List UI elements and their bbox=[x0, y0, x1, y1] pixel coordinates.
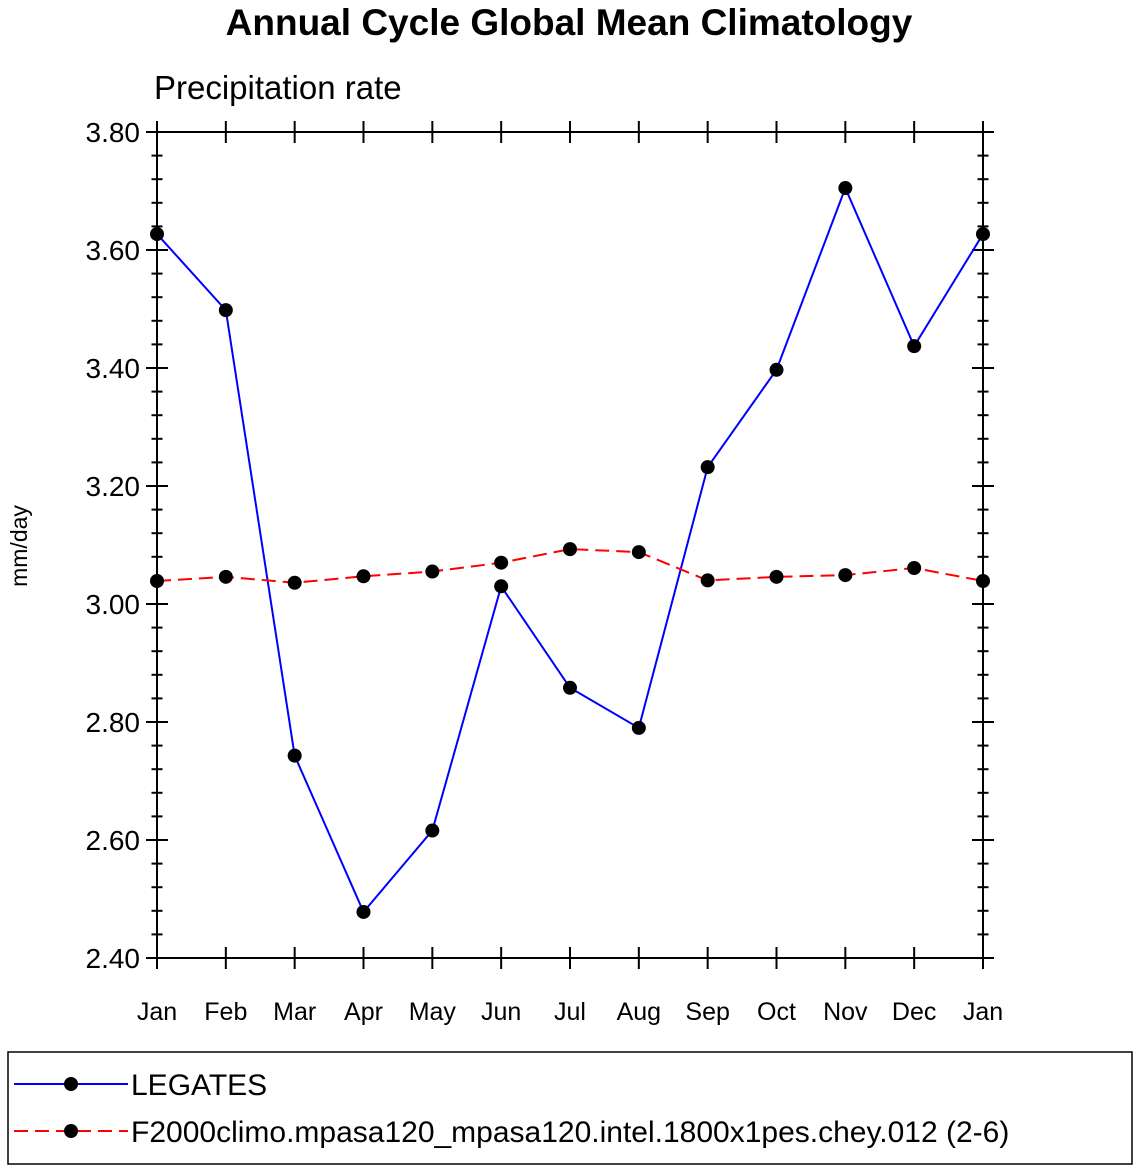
data-point bbox=[976, 227, 990, 242]
legend-label: LEGATES bbox=[131, 1069, 267, 1102]
data-point bbox=[769, 569, 784, 584]
data-point bbox=[838, 568, 853, 583]
data-point bbox=[631, 545, 646, 560]
legend-box bbox=[7, 1051, 1133, 1165]
legend: LEGATES F2000climo.mpasa120_mpasa120.inte… bbox=[7, 1051, 1133, 1165]
y-tick-label: 2.80 bbox=[86, 707, 141, 738]
x-tick-label: Dec bbox=[892, 998, 936, 1026]
data-point bbox=[150, 573, 164, 588]
data-point bbox=[425, 823, 440, 838]
series-1 bbox=[150, 181, 990, 919]
data-point bbox=[563, 680, 577, 695]
x-tick-label: Oct bbox=[757, 998, 796, 1026]
data-point bbox=[976, 573, 990, 588]
chart-title: Annual Cycle Global Mean Climatology bbox=[226, 2, 913, 43]
x-tick-label: Jan bbox=[963, 998, 1003, 1026]
data-point bbox=[907, 339, 922, 354]
data-point bbox=[425, 564, 440, 579]
y-tick-label: 3.60 bbox=[86, 235, 141, 266]
x-tick-label: Nov bbox=[823, 998, 868, 1026]
x-tick-labels: Jan Feb Mar Apr May Jun Jul Aug Sep Oct Nov Dec Jan bbox=[137, 998, 1003, 1026]
axis-ticks bbox=[146, 121, 994, 969]
x-tick-label: Feb bbox=[204, 998, 247, 1026]
x-tick-label: Sep bbox=[685, 998, 729, 1026]
data-point bbox=[287, 748, 302, 763]
data-point bbox=[356, 904, 371, 919]
data-point bbox=[563, 542, 577, 557]
data-point bbox=[287, 575, 302, 590]
x-tick-label: Jun bbox=[481, 998, 521, 1026]
series-2 bbox=[150, 542, 990, 590]
data-point bbox=[356, 569, 371, 584]
y-tick-label: 2.60 bbox=[86, 825, 141, 856]
y-tick-label: 2.40 bbox=[86, 943, 141, 974]
x-tick-label: Mar bbox=[273, 998, 316, 1026]
data-point bbox=[218, 569, 233, 584]
data-point bbox=[907, 561, 922, 576]
data-point bbox=[769, 362, 784, 377]
legend-item: F2000climo.mpasa120_mpasa120.intel.1800x… bbox=[14, 1116, 1009, 1149]
legend-item: LEGATES bbox=[14, 1069, 267, 1102]
series-layer bbox=[150, 181, 990, 919]
y-tick-labels: 2.40 2.60 2.80 3.00 3.20 3.40 3.60 3.80 bbox=[86, 117, 141, 974]
x-tick-label: Aug bbox=[617, 998, 661, 1026]
x-tick-label: May bbox=[409, 998, 457, 1026]
data-point bbox=[631, 720, 646, 735]
data-point bbox=[150, 227, 164, 242]
data-point bbox=[700, 460, 715, 475]
legend-marker bbox=[64, 1077, 78, 1091]
legend-items: LEGATES F2000climo.mpasa120_mpasa120.inte… bbox=[14, 1069, 1009, 1149]
y-tick-label: 3.00 bbox=[86, 589, 141, 620]
chart-subtitle: Precipitation rate bbox=[154, 69, 402, 106]
y-tick-label: 3.40 bbox=[86, 353, 141, 384]
x-tick-label: Jul bbox=[554, 998, 586, 1026]
x-tick-label: Jan bbox=[137, 998, 177, 1026]
x-tick-label: Apr bbox=[344, 998, 383, 1026]
data-point bbox=[700, 573, 715, 588]
legend-label: F2000climo.mpasa120_mpasa120.intel.1800x… bbox=[131, 1116, 1009, 1149]
legend-marker bbox=[64, 1124, 78, 1138]
y-tick-label: 3.20 bbox=[86, 471, 141, 502]
y-axis-label: mm/day bbox=[6, 505, 32, 587]
data-point bbox=[838, 181, 853, 196]
data-point bbox=[218, 303, 233, 318]
data-point bbox=[494, 555, 509, 570]
y-tick-label: 3.80 bbox=[86, 117, 141, 148]
data-point bbox=[494, 579, 509, 594]
